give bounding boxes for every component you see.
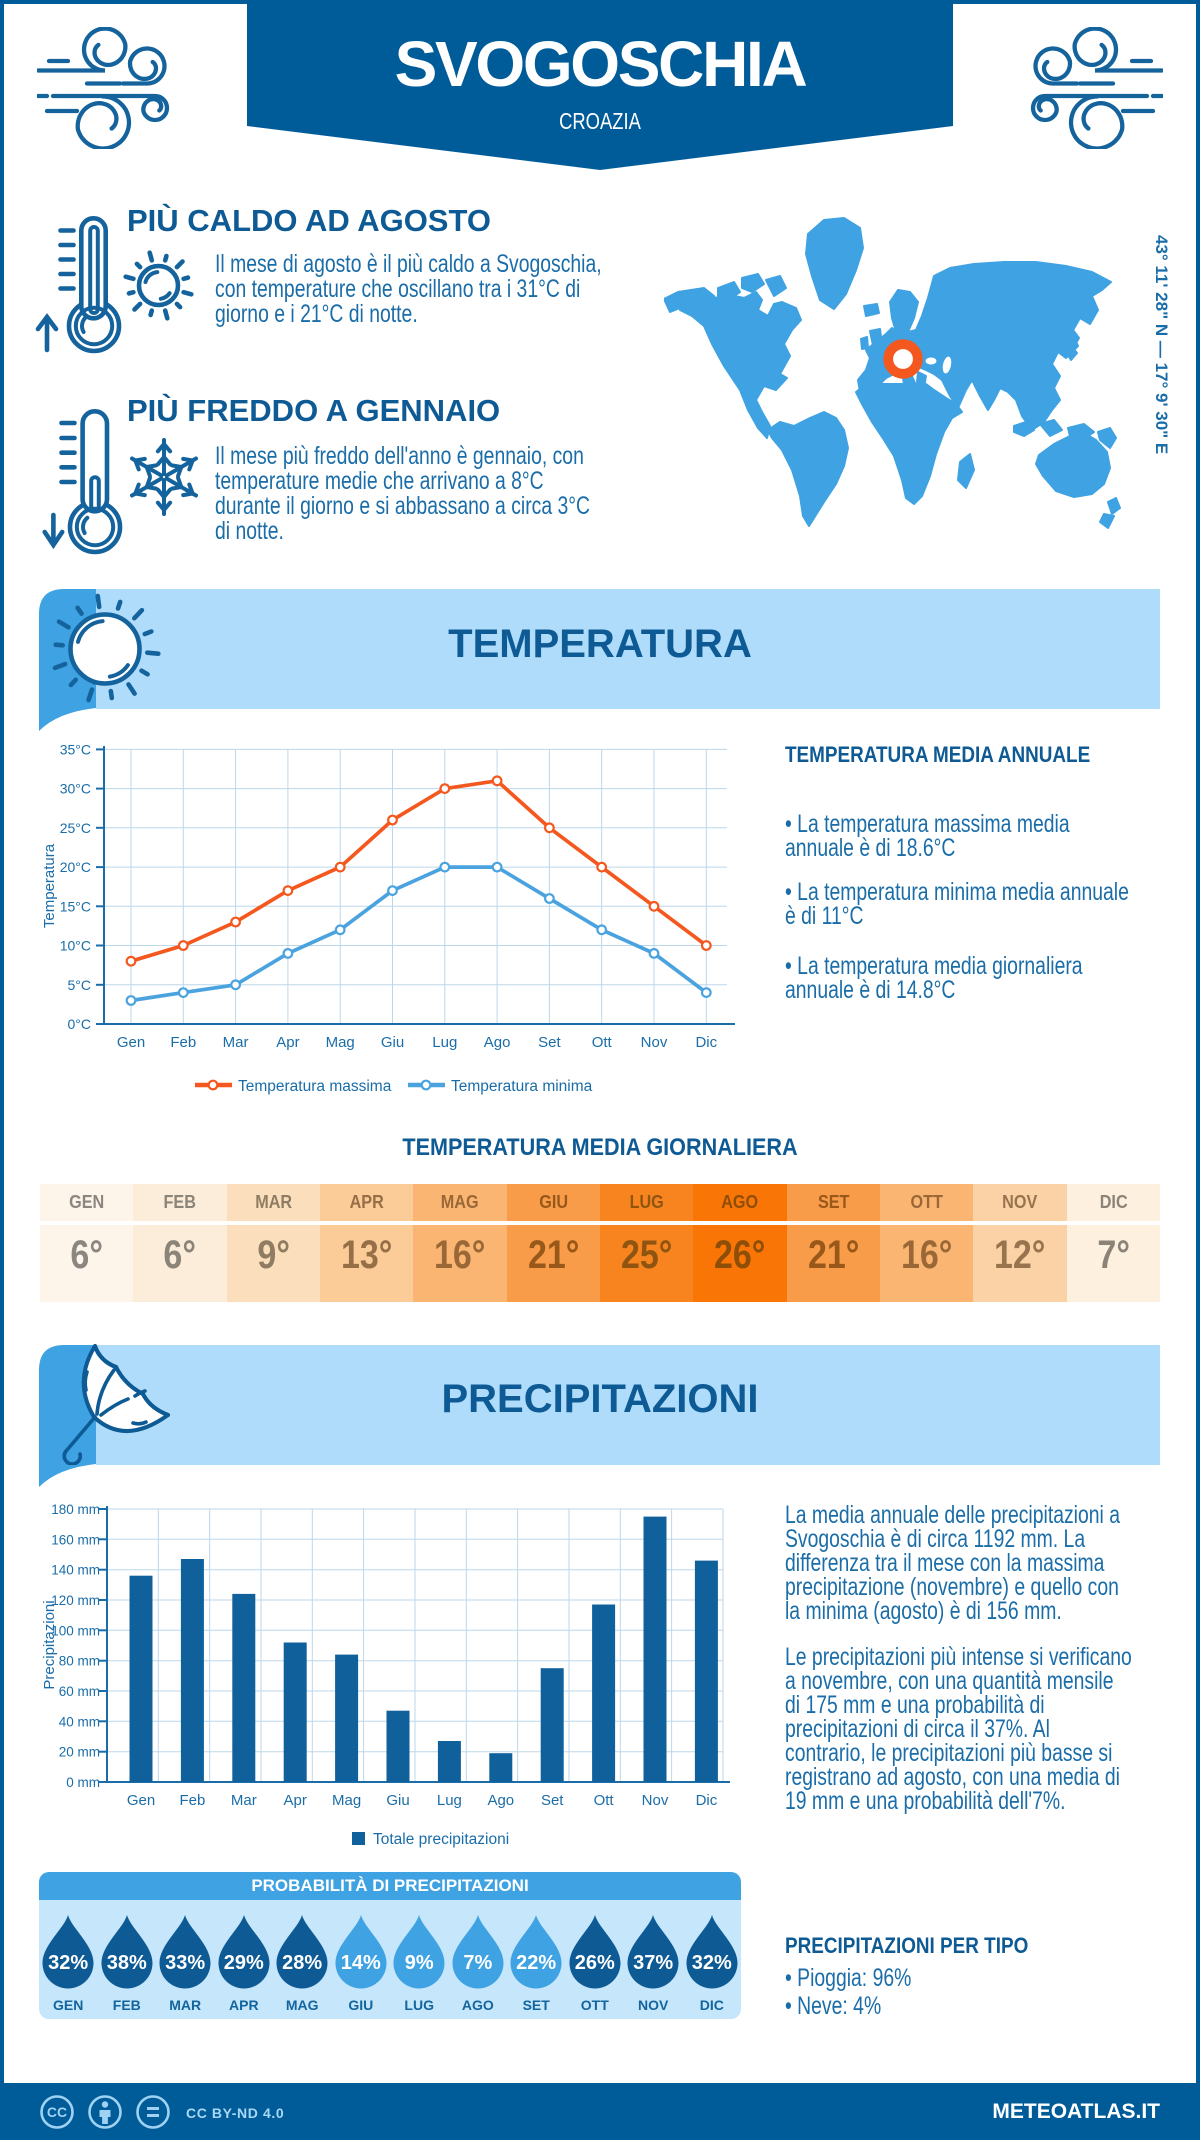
svg-text:Dic: Dic bbox=[695, 1034, 717, 1051]
svg-text:Mag: Mag bbox=[326, 1034, 355, 1051]
svg-text:180 mm: 180 mm bbox=[51, 1502, 100, 1517]
svg-text:Lug: Lug bbox=[437, 1792, 462, 1809]
svg-text:Temperatura massima: Temperatura massima bbox=[238, 1078, 392, 1095]
svg-text:Apr: Apr bbox=[276, 1034, 299, 1051]
svg-text:Dic: Dic bbox=[696, 1792, 718, 1809]
svg-text:Mag: Mag bbox=[332, 1792, 361, 1809]
svg-text:Mar: Mar bbox=[223, 1034, 249, 1051]
svg-text:120 mm: 120 mm bbox=[51, 1593, 100, 1608]
svg-text:Gen: Gen bbox=[127, 1792, 155, 1809]
svg-text:100 mm: 100 mm bbox=[51, 1623, 100, 1638]
svg-text:Mar: Mar bbox=[231, 1792, 257, 1809]
svg-text:Precipitazioni: Precipitazioni bbox=[41, 1600, 58, 1689]
svg-text:Set: Set bbox=[541, 1792, 564, 1809]
svg-text:10°C: 10°C bbox=[60, 938, 91, 954]
svg-text:Ott: Ott bbox=[592, 1034, 613, 1051]
svg-text:40 mm: 40 mm bbox=[59, 1714, 100, 1729]
svg-text:CC: CC bbox=[47, 2104, 67, 2120]
svg-text:Ago: Ago bbox=[487, 1792, 514, 1809]
svg-text:Set: Set bbox=[538, 1034, 561, 1051]
svg-text:Nov: Nov bbox=[641, 1034, 668, 1051]
svg-text:Temperatura: Temperatura bbox=[41, 843, 58, 928]
svg-text:Gen: Gen bbox=[117, 1034, 145, 1051]
svg-text:80 mm: 80 mm bbox=[59, 1654, 100, 1669]
svg-text:Feb: Feb bbox=[170, 1034, 196, 1051]
svg-text:160 mm: 160 mm bbox=[51, 1532, 100, 1547]
svg-text:20 mm: 20 mm bbox=[59, 1745, 100, 1760]
svg-text:Nov: Nov bbox=[642, 1792, 669, 1809]
svg-text:Feb: Feb bbox=[179, 1792, 205, 1809]
svg-text:15°C: 15°C bbox=[60, 898, 91, 914]
svg-text:Ott: Ott bbox=[594, 1792, 615, 1809]
svg-text:Giu: Giu bbox=[386, 1792, 409, 1809]
svg-text:25°C: 25°C bbox=[60, 820, 91, 836]
svg-text:140 mm: 140 mm bbox=[51, 1563, 100, 1578]
svg-text:Giu: Giu bbox=[381, 1034, 404, 1051]
svg-text:60 mm: 60 mm bbox=[59, 1684, 100, 1699]
svg-text:Temperatura minima: Temperatura minima bbox=[451, 1078, 593, 1095]
svg-text:Lug: Lug bbox=[432, 1034, 457, 1051]
svg-text:30°C: 30°C bbox=[60, 781, 91, 797]
svg-text:Totale precipitazioni: Totale precipitazioni bbox=[373, 1831, 509, 1848]
svg-text:0 mm: 0 mm bbox=[66, 1775, 100, 1790]
svg-text:20°C: 20°C bbox=[60, 859, 91, 875]
svg-text:Apr: Apr bbox=[284, 1792, 307, 1809]
svg-text:Ago: Ago bbox=[484, 1034, 511, 1051]
svg-text:0°C: 0°C bbox=[68, 1016, 92, 1032]
svg-text:35°C: 35°C bbox=[60, 741, 91, 757]
svg-text:5°C: 5°C bbox=[68, 977, 92, 993]
